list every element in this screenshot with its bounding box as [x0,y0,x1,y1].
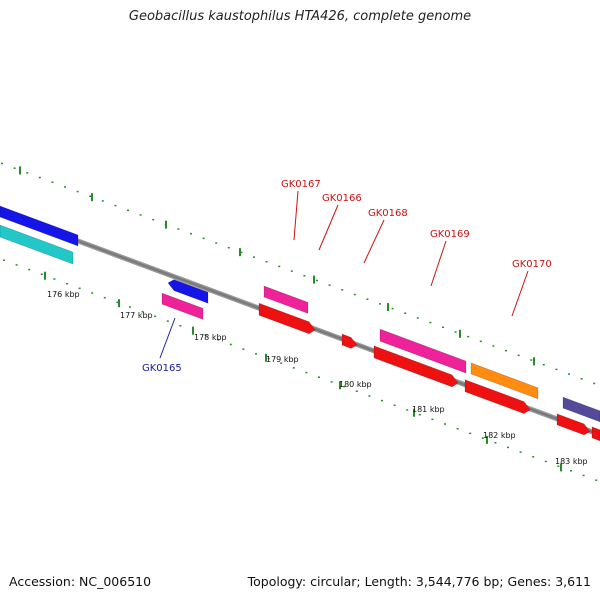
gene-label-gk0166[interactable]: GK0166 [322,193,362,204]
gene-feature [161,292,204,320]
gene-label-gk0169[interactable]: GK0169 [430,229,470,240]
gene-feature [562,396,600,423]
map-title: Geobacillus kaustophilus HTA426, complet… [128,9,472,24]
gene-label-gk0167[interactable]: GK0167 [281,179,321,190]
genome-stats-text: Topology: circular; Length: 3,544,776 bp… [247,574,591,589]
scale-label: 177 kbp [120,311,153,320]
gene-feature [470,362,539,400]
gene-feature [258,302,316,335]
gene-feature [556,413,591,436]
gene-feature [167,279,209,304]
scale-label: 181 kbp [412,405,445,414]
gene-feature [464,379,531,414]
gene-feature [373,345,459,388]
gene-label-gk0165[interactable]: GK0165 [142,363,182,374]
gene-feature [0,205,79,247]
gene-leader-line [318,204,339,251]
scale-label: 180 kbp [339,380,372,389]
scale-label: 183 kbp [555,457,588,466]
scale-label: 178 kbp [194,333,227,342]
accession-text: Accession: NC_006510 [9,574,152,589]
gene-leader-line [363,219,385,264]
scale-label: 176 kbp [47,290,80,299]
gene-leader-line [293,190,299,241]
gene-feature [341,333,358,349]
scale-label: 182 kbp [483,431,516,440]
gene-leader-line [511,270,529,317]
gene-label-gk0168[interactable]: GK0168 [368,208,408,219]
gene-feature [0,224,74,265]
gene-leader-line [159,317,176,359]
gene-feature [591,426,600,442]
scale-label: 179 kbp [266,355,299,364]
gene-feature [379,328,467,374]
gene-label-gk0170[interactable]: GK0170 [512,259,552,270]
gene-leader-line [430,240,447,287]
gene-feature [263,285,309,314]
